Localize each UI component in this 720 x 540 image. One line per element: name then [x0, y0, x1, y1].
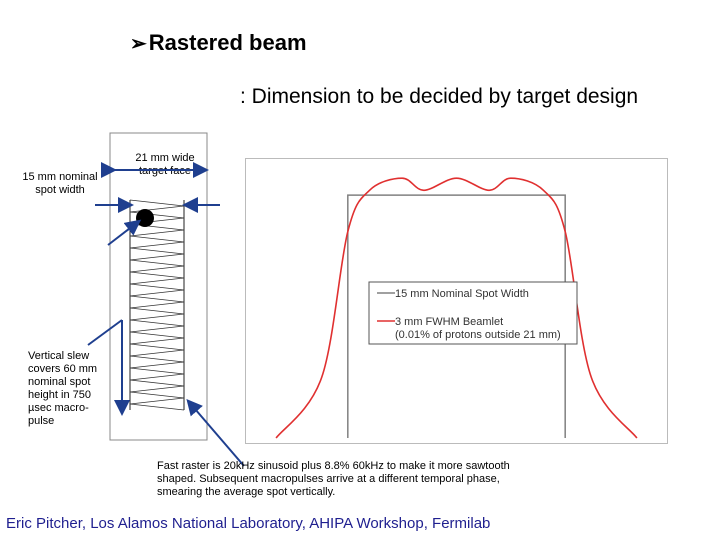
figure-caption: Fast raster is 20kHz sinusoid plus 8.8% … [157, 460, 510, 498]
legend-label-nominal: 15 mm Nominal Spot Width [395, 288, 529, 300]
footer-credit: Eric Pitcher, Los Alamos National Labora… [6, 515, 491, 532]
legend-box [368, 281, 578, 345]
slide-subtitle: : Dimension to be decided by target desi… [240, 85, 639, 108]
caption-pointer-arrow [186, 398, 245, 467]
raster-trace [129, 199, 185, 411]
beam-profile-chart: 15 mm Nominal Spot Width 3 mm FWHM Beaml… [245, 158, 668, 444]
series-line-beamlet [275, 177, 638, 439]
spot-width-label: 15 mm nominal spot width [22, 171, 98, 196]
legend-note: (0.01% of protons outside 21 mm) [395, 329, 561, 341]
beam-spot [136, 209, 154, 227]
slide-title: ➢Rastered beam [130, 30, 307, 56]
arrow-bullet-icon: ➢ [130, 33, 147, 55]
legend-label-beamlet: 3 mm FWHM Beamlet [395, 316, 503, 328]
slew-pointer-line [87, 319, 123, 346]
title-text: Rastered beam [148, 30, 307, 55]
chart-legend: 15 mm Nominal Spot Width 3 mm FWHM Beaml… [368, 281, 578, 345]
target-face-outline [109, 132, 208, 441]
vertical-slew-label: Vertical slew covers 60 mm nominal spot … [28, 350, 98, 427]
beam-spot-pointer-arrow [107, 219, 142, 246]
